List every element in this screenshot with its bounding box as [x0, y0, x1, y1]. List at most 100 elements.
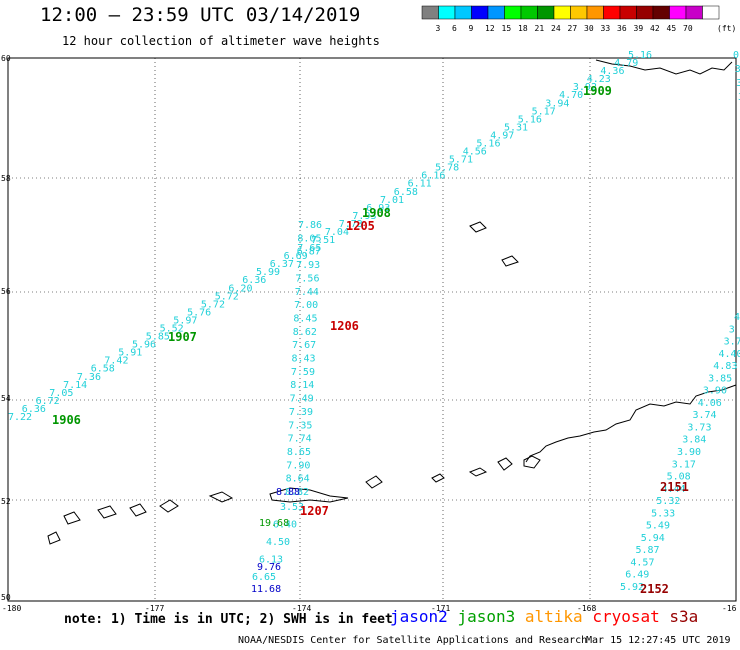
lon-label: -168 — [577, 604, 596, 613]
wave-height-value: 6.20 — [228, 283, 252, 294]
scale-swatch — [619, 5, 637, 20]
wave-height-value: 5.31 — [504, 122, 528, 133]
scale-label: 45 — [667, 24, 677, 33]
wave-height-value: 3.2 — [736, 78, 740, 89]
scale-swatch — [553, 5, 571, 20]
lon-label: -180 — [2, 604, 21, 613]
wave-height-value: 7.00 — [294, 300, 318, 311]
island-4 — [365, 475, 383, 489]
wave-height-value: 8.62 — [293, 327, 317, 338]
wave-height-value: 8.45 — [293, 313, 317, 324]
island-7 — [129, 503, 147, 517]
pass-label: 1906 — [52, 413, 81, 427]
map-frame — [7, 57, 737, 602]
scale-label: 12 — [485, 24, 495, 33]
lat-label: 54 — [1, 394, 11, 403]
island-6 — [159, 499, 179, 513]
wave-height-value: 8.14 — [290, 380, 314, 391]
wave-height-value: 4.70 — [559, 90, 583, 101]
sat-jason2: jason2 — [390, 607, 448, 626]
scale-label: 24 — [551, 24, 561, 33]
island-9 — [63, 511, 81, 525]
pass-label: 1908 — [362, 206, 391, 220]
wave-height-value: 3.7 — [724, 337, 740, 348]
scale-swatch — [421, 5, 439, 20]
pass-label: 2151 — [660, 480, 689, 494]
scale-swatch — [487, 5, 505, 20]
scale-label: 70 — [683, 24, 693, 33]
pass-label: 1909 — [583, 84, 612, 98]
wave-height-value: 6.11 — [408, 179, 432, 190]
sat-altika: altika — [524, 607, 583, 626]
wave-height-value: 6.36 — [242, 275, 266, 286]
lat-label: 60 — [1, 54, 11, 63]
lat-label: 56 — [1, 287, 11, 296]
wave-height-value: 6.58 — [91, 364, 115, 375]
scale-label: 36 — [617, 24, 627, 33]
scale-swatch — [636, 5, 654, 20]
coastline — [47, 59, 737, 545]
lon-label: -171 — [431, 604, 450, 613]
wave-height-value: 5.99 — [256, 267, 280, 278]
wave-height-value: 6.93 — [366, 203, 390, 214]
wave-height-value: 5.92 — [620, 582, 644, 593]
wave-height-value: 4.36 — [600, 66, 624, 77]
island-3 — [431, 473, 445, 483]
scale-swatch — [520, 5, 538, 20]
scale-label: 42 — [650, 24, 660, 33]
scale-swatch — [454, 5, 472, 20]
pass-label: 1907 — [168, 330, 197, 344]
wave-height-value: 4.56 — [463, 147, 487, 158]
wave-height-value: 4.40 — [719, 349, 740, 360]
wave-height-value: 8.88 — [276, 487, 300, 498]
pass-label: 2152 — [640, 582, 669, 596]
wave-height-value: 7.59 — [291, 367, 315, 378]
wave-height-value: 7.42 — [104, 356, 128, 367]
wave-height-value: 5.52 — [160, 324, 184, 335]
wave-height-value: 7.05 — [49, 388, 73, 399]
lon-label: -174 — [292, 604, 311, 613]
legend-note: note: 1) Time is in UTC; 2) SWH is in fe… — [64, 612, 393, 627]
wave-height-value: 7.14 — [63, 380, 87, 391]
pass-label: 1207 — [300, 504, 329, 518]
wave-height-value: 5.96 — [132, 340, 156, 351]
wave-height-value: 5.32 — [656, 496, 680, 507]
island-10 — [47, 531, 61, 545]
wave-height-value: 7.04 — [325, 227, 349, 238]
wave-height-value: 3.74 — [693, 410, 717, 421]
scale-swatch — [438, 5, 456, 20]
island-2 — [468, 467, 488, 477]
island-1 — [497, 457, 513, 471]
island-5 — [208, 491, 234, 503]
wave-height-value: 6.58 — [394, 187, 418, 198]
scale-swatch — [702, 5, 720, 20]
wave-height-value: 5.76 — [187, 307, 211, 318]
page-title: 12:00 – 23:59 UTC 03/14/2019 — [40, 4, 361, 26]
wave-height-value: 3.92 — [573, 82, 597, 93]
pribilof-st-paul — [469, 221, 487, 233]
wave-height-value: 6.13 — [259, 555, 283, 566]
wave-height-value: 3.73 — [687, 423, 711, 434]
scale-swatch — [669, 5, 687, 20]
wave-height-value: 3.84 — [682, 435, 706, 446]
graticule — [8, 58, 736, 601]
wave-height-value: 6.72 — [36, 396, 60, 407]
sat-jason3: jason3 — [457, 607, 516, 626]
alaska-peninsula — [525, 384, 737, 463]
scale-label: 9 — [469, 24, 474, 33]
scale-label: 6 — [452, 24, 457, 33]
wave-height-value: 5.85 — [146, 332, 170, 343]
scale-swatch — [504, 5, 522, 20]
satellite-legend: jason2 jason3 altika cryosat s3a — [390, 607, 698, 626]
scale-label: 3 — [436, 24, 441, 33]
wave-height-value: 6.37 — [270, 259, 294, 270]
unimak-island — [523, 455, 541, 469]
wave-height-value: 5.17 — [532, 106, 556, 117]
wave-height-value: 6.40 — [273, 520, 297, 531]
wave-height-value: 4.83 — [713, 361, 737, 372]
wave-height-value: 19.68 — [259, 518, 289, 529]
scale-swatch — [685, 5, 703, 20]
wave-height-value: 3 — [735, 64, 740, 75]
sat-s3a: s3a — [669, 607, 699, 626]
